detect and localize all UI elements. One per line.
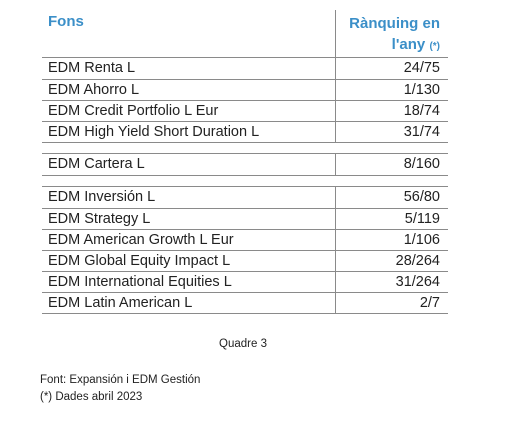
fund-name: EDM American Growth L Eur bbox=[42, 230, 336, 250]
fund-group-mixed: EDM Cartera L 8/160 bbox=[42, 153, 448, 176]
group-spacer bbox=[42, 176, 448, 186]
fund-rank: 31/264 bbox=[395, 274, 440, 290]
table-row: EDM International Equities L 31/264 bbox=[42, 271, 448, 292]
table-row: EDM Cartera L 8/160 bbox=[42, 154, 448, 175]
fund-rank: 56/80 bbox=[403, 189, 440, 205]
table-row: EDM American Growth L Eur 1/106 bbox=[42, 229, 448, 250]
source-note: Font: Expansión i EDM Gestión bbox=[40, 374, 201, 386]
fund-name: EDM High Yield Short Duration L bbox=[42, 122, 336, 142]
table-caption: Quadre 3 bbox=[219, 338, 267, 350]
header-fund: Fons bbox=[42, 10, 336, 57]
table-row: EDM Latin American L 2/7 bbox=[42, 292, 448, 313]
fund-name: EDM Renta L bbox=[42, 58, 336, 79]
table-row: EDM Ahorro L 1/130 bbox=[42, 79, 448, 100]
header-ranking-line2-text: l'any bbox=[391, 36, 426, 53]
fund-rank: 8/160 bbox=[403, 156, 440, 172]
fund-rank: 1/130 bbox=[403, 82, 440, 98]
table-row: EDM Strategy L 5/119 bbox=[42, 208, 448, 229]
header-ranking-note: (*) bbox=[429, 41, 440, 52]
date-note: (*) Dades abril 2023 bbox=[40, 391, 143, 403]
fund-rank: 18/74 bbox=[403, 103, 440, 119]
fund-rank: 24/75 bbox=[403, 60, 440, 76]
fund-rank: 28/264 bbox=[395, 253, 440, 269]
footnotes: Font: Expansión i EDM Gestión (*) Dades … bbox=[40, 372, 200, 406]
header-ranking-line2: l'any (*) bbox=[336, 34, 440, 57]
fund-name: EDM Ahorro L bbox=[42, 80, 336, 100]
fund-name: EDM Global Equity Impact L bbox=[42, 251, 336, 271]
group-spacer bbox=[42, 143, 448, 153]
table-row: EDM Inversión L 56/80 bbox=[42, 187, 448, 208]
table-row: EDM Credit Portfolio L Eur 18/74 bbox=[42, 100, 448, 121]
table-row: EDM Global Equity Impact L 28/264 bbox=[42, 250, 448, 271]
header-ranking: Rànquing en l'any (*) bbox=[336, 10, 448, 57]
fund-rank: 1/106 bbox=[403, 232, 440, 248]
fund-name: EDM Strategy L bbox=[42, 209, 336, 229]
fund-rank: 2/7 bbox=[419, 295, 440, 311]
fund-name: EDM International Equities L bbox=[42, 272, 336, 292]
fund-group-fixed-income: EDM Renta L 24/75 EDM Ahorro L 1/130 EDM C… bbox=[42, 58, 448, 143]
header-ranking-line1: Rànquing en bbox=[349, 15, 440, 32]
table-header: Fons Rànquing en l'any (*) bbox=[42, 10, 448, 58]
fund-name: EDM Inversión L bbox=[42, 187, 336, 208]
fund-rank: 31/74 bbox=[403, 124, 440, 140]
fund-rank: 5/119 bbox=[404, 211, 440, 227]
table-row: EDM Renta L 24/75 bbox=[42, 58, 448, 79]
fund-name: EDM Latin American L bbox=[42, 293, 336, 313]
fund-name: EDM Credit Portfolio L Eur bbox=[42, 101, 336, 121]
fund-name: EDM Cartera L bbox=[42, 154, 336, 175]
table-row: EDM High Yield Short Duration L 31/74 bbox=[42, 121, 448, 142]
ranking-table: Fons Rànquing en l'any (*) EDM Renta L 24… bbox=[42, 10, 448, 314]
fund-group-equity: EDM Inversión L 56/80 EDM Strategy L 5/119… bbox=[42, 186, 448, 314]
